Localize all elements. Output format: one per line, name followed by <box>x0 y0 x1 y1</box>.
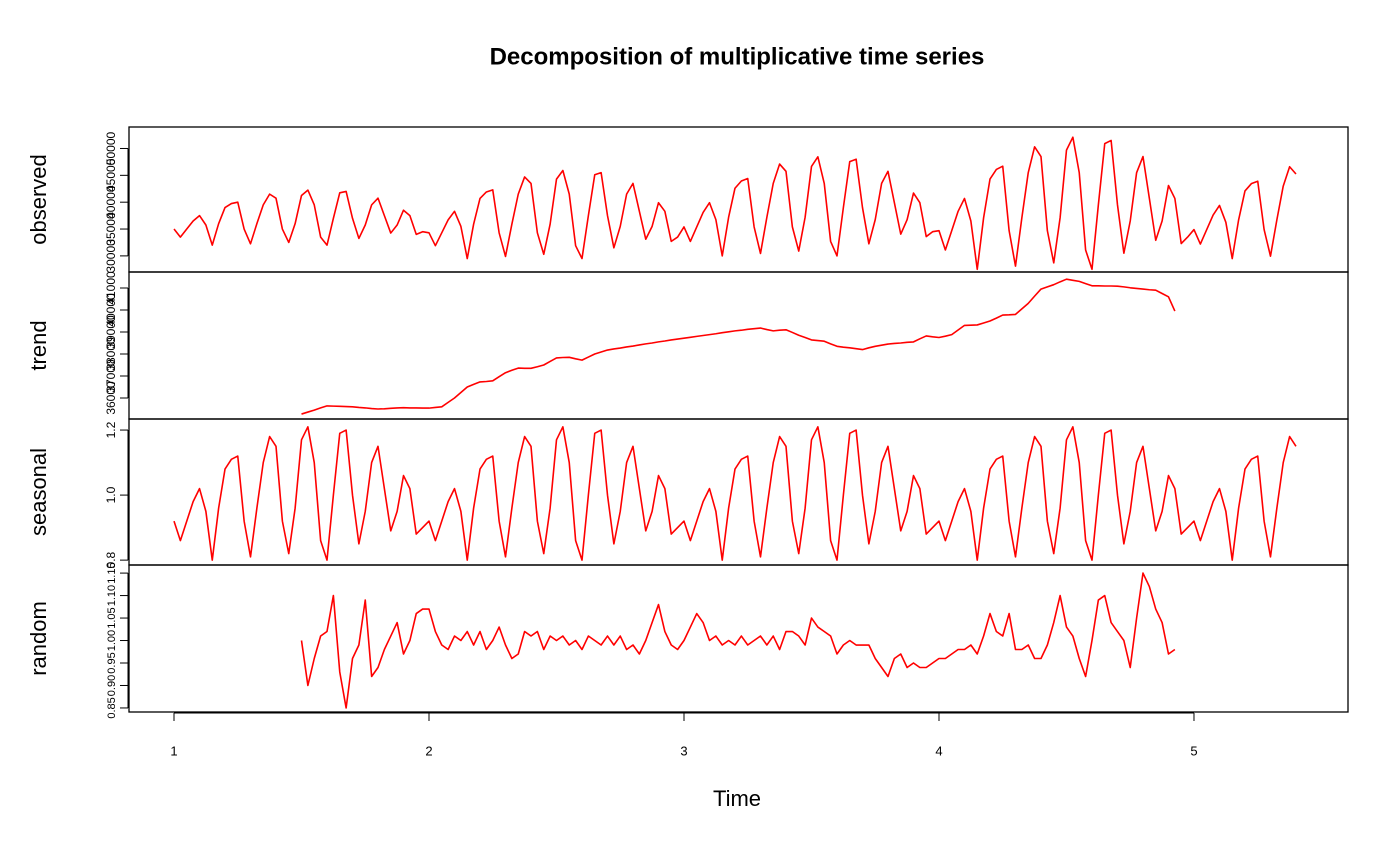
y-tick-label: 45000 <box>104 158 118 192</box>
y-tick-label: 0.95 <box>106 652 118 673</box>
y-tick-label: 35000 <box>104 212 118 246</box>
x-tick-label: 2 <box>425 743 432 758</box>
panel-frame <box>128 564 1349 713</box>
chart-title: Decomposition of multiplicative time ser… <box>490 43 985 70</box>
y-tick-label: 1.0 <box>104 486 118 503</box>
y-tick-label: 40000 <box>104 293 118 327</box>
y-tick-label: 37000 <box>104 359 118 393</box>
y-tick-label: 1.05 <box>106 607 118 628</box>
y-tick-label: 1.10 <box>106 585 118 606</box>
series-line <box>173 136 1297 271</box>
x-tick-label: 4 <box>935 743 942 758</box>
x-tick-label: 3 <box>680 743 687 758</box>
x-axis-label: Time <box>713 786 761 811</box>
y-tick-label: 1.00 <box>106 630 118 651</box>
series-line <box>173 426 1297 561</box>
y-axis-label: random <box>26 601 51 676</box>
series-line <box>300 572 1176 709</box>
x-tick-label: 5 <box>1190 743 1197 758</box>
y-tick-label: 40000 <box>104 185 118 219</box>
y-tick-label: 30000 <box>104 239 118 273</box>
y-axis-label: trend <box>26 320 51 370</box>
y-tick-label: 0.85 <box>106 697 118 718</box>
y-tick-label: 39000 <box>104 315 118 349</box>
y-axis-label: seasonal <box>26 448 51 536</box>
y-tick-label: 41000 <box>104 271 118 305</box>
x-tick-label: 1 <box>170 743 177 758</box>
panel-frame <box>128 271 1349 420</box>
y-tick-label: 38000 <box>104 337 118 371</box>
y-tick-label: 0.8 <box>104 551 118 568</box>
y-tick-label: 36000 <box>104 381 118 415</box>
y-axis-label: observed <box>26 154 51 245</box>
series-line <box>301 278 1176 415</box>
y-tick-label: 0.90 <box>106 675 118 696</box>
y-tick-label: 1.2 <box>104 421 118 438</box>
y-tick-label: 50000 <box>104 131 118 165</box>
y-tick-label: 1.15 <box>106 562 118 583</box>
